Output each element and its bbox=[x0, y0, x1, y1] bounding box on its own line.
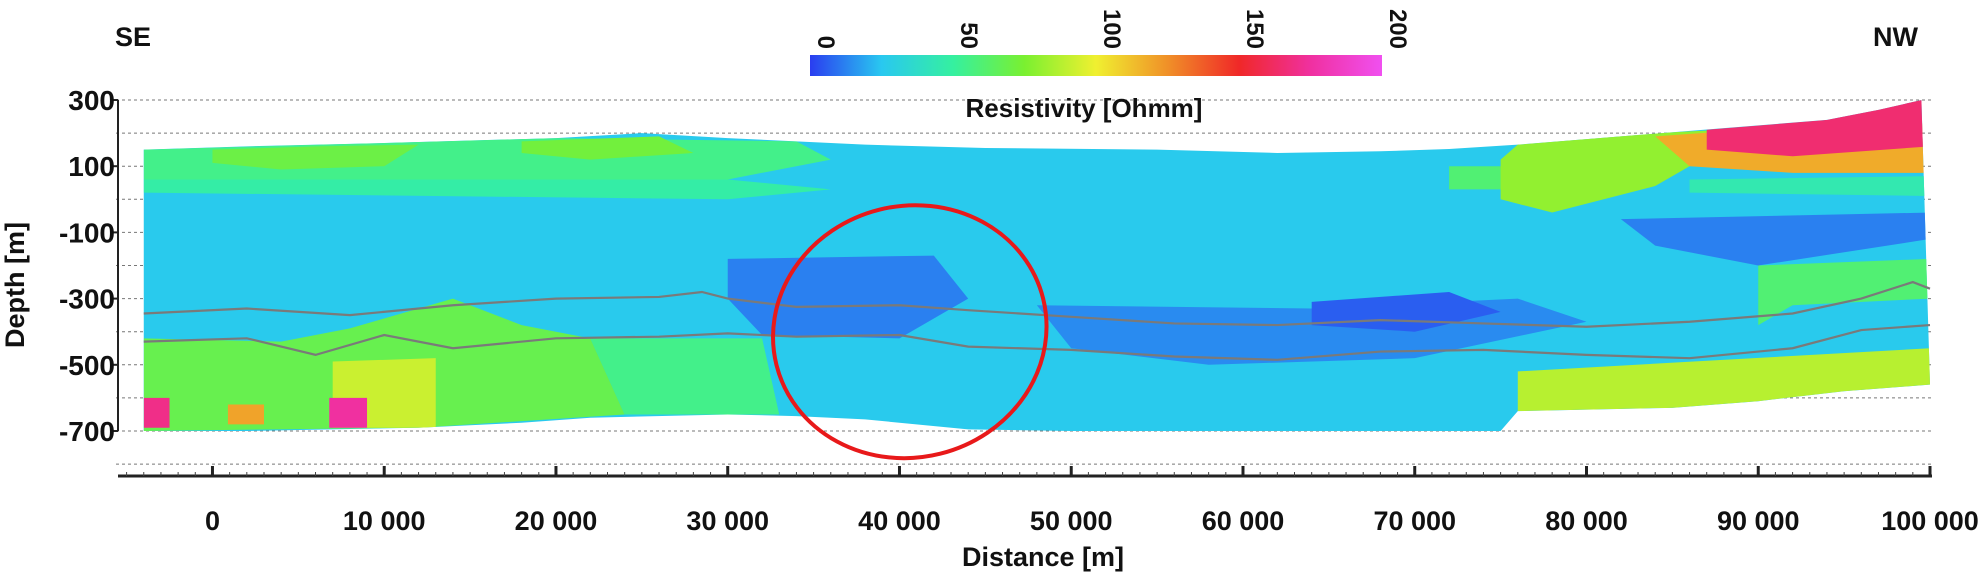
resistivity-region bbox=[521, 136, 694, 160]
x-tick-label: 40 000 bbox=[858, 506, 941, 536]
y-axis-ticks: 300 100 -100 -300 -500 -700 bbox=[59, 85, 118, 447]
x-axis-label: Distance [m] bbox=[962, 542, 1124, 572]
resistivity-regions bbox=[143, 100, 1930, 431]
resistivity-section bbox=[143, 100, 1930, 431]
orientation-label-right: NW bbox=[1873, 22, 1918, 52]
x-tick-label: 10 000 bbox=[343, 506, 426, 536]
y-tick-label: 100 bbox=[68, 151, 115, 182]
resistivity-region bbox=[143, 397, 170, 428]
x-tick-label: 100 000 bbox=[1881, 506, 1979, 536]
horizon-line bbox=[143, 280, 1931, 328]
x-tick-label: 80 000 bbox=[1545, 506, 1628, 536]
colorbar-tick-labels: 0 50 100 150 200 bbox=[812, 9, 1411, 49]
resistivity-region bbox=[1758, 258, 1930, 326]
x-tick-label: 30 000 bbox=[686, 506, 769, 536]
x-tick-label: 0 bbox=[205, 506, 220, 536]
x-tick-label: 50 000 bbox=[1030, 506, 1113, 536]
y-axis-label: Depth [m] bbox=[0, 222, 30, 348]
colorbar-gradient bbox=[810, 55, 1382, 76]
resistivity-region bbox=[1689, 176, 1930, 196]
colorbar-title: Resistivity [Ohmm] bbox=[966, 93, 1203, 123]
resistivity-region bbox=[1706, 100, 1930, 157]
x-tick-label: 70 000 bbox=[1373, 506, 1456, 536]
highlight-annotation bbox=[771, 203, 1049, 461]
x-tick-label: 90 000 bbox=[1717, 506, 1800, 536]
resistivity-region bbox=[1517, 348, 1930, 412]
y-tick-label: -500 bbox=[59, 350, 115, 381]
horizon-line bbox=[143, 323, 1931, 361]
colorbar-tick-label: 50 bbox=[955, 22, 982, 49]
y-tick-label: -300 bbox=[59, 284, 115, 315]
colorbar-tick-label: 200 bbox=[1384, 9, 1411, 49]
orientation-label-left: SE bbox=[115, 22, 151, 52]
colorbar-tick-label: 150 bbox=[1241, 9, 1268, 49]
resistivity-region bbox=[143, 179, 831, 200]
x-tick-label: 20 000 bbox=[515, 506, 598, 536]
colorbar-tick-label: 0 bbox=[812, 36, 839, 49]
colorbar: 0 50 100 150 200 Resistivity [Ohmm] bbox=[810, 9, 1411, 123]
resistivity-region bbox=[329, 397, 368, 428]
x-axis-ticks: 0 10 000 20 000 30 000 40 000 50 000 60 000 70 … bbox=[126, 466, 1979, 536]
resistivity-region bbox=[1500, 129, 1724, 213]
y-tick-label: -100 bbox=[59, 217, 115, 248]
colorbar-tick-label: 100 bbox=[1098, 9, 1125, 49]
horizon-lines bbox=[143, 280, 1931, 361]
x-tick-label: 60 000 bbox=[1202, 506, 1285, 536]
resistivity-region bbox=[212, 144, 419, 170]
y-tick-label: 300 bbox=[68, 85, 115, 116]
resistivity-region bbox=[590, 338, 780, 415]
axes: 300 100 -100 -300 -500 -700 0 10 000 20 000 30 0… bbox=[0, 85, 1979, 572]
resistivity-region bbox=[1620, 212, 1930, 266]
resistivity-region bbox=[227, 404, 264, 425]
y-tick-label: -700 bbox=[59, 416, 115, 447]
highlight-ellipse bbox=[771, 203, 1049, 461]
